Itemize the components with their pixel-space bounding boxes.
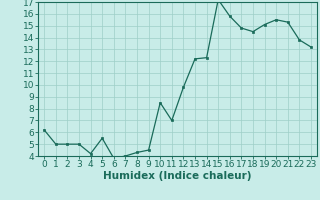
X-axis label: Humidex (Indice chaleur): Humidex (Indice chaleur) xyxy=(103,171,252,181)
